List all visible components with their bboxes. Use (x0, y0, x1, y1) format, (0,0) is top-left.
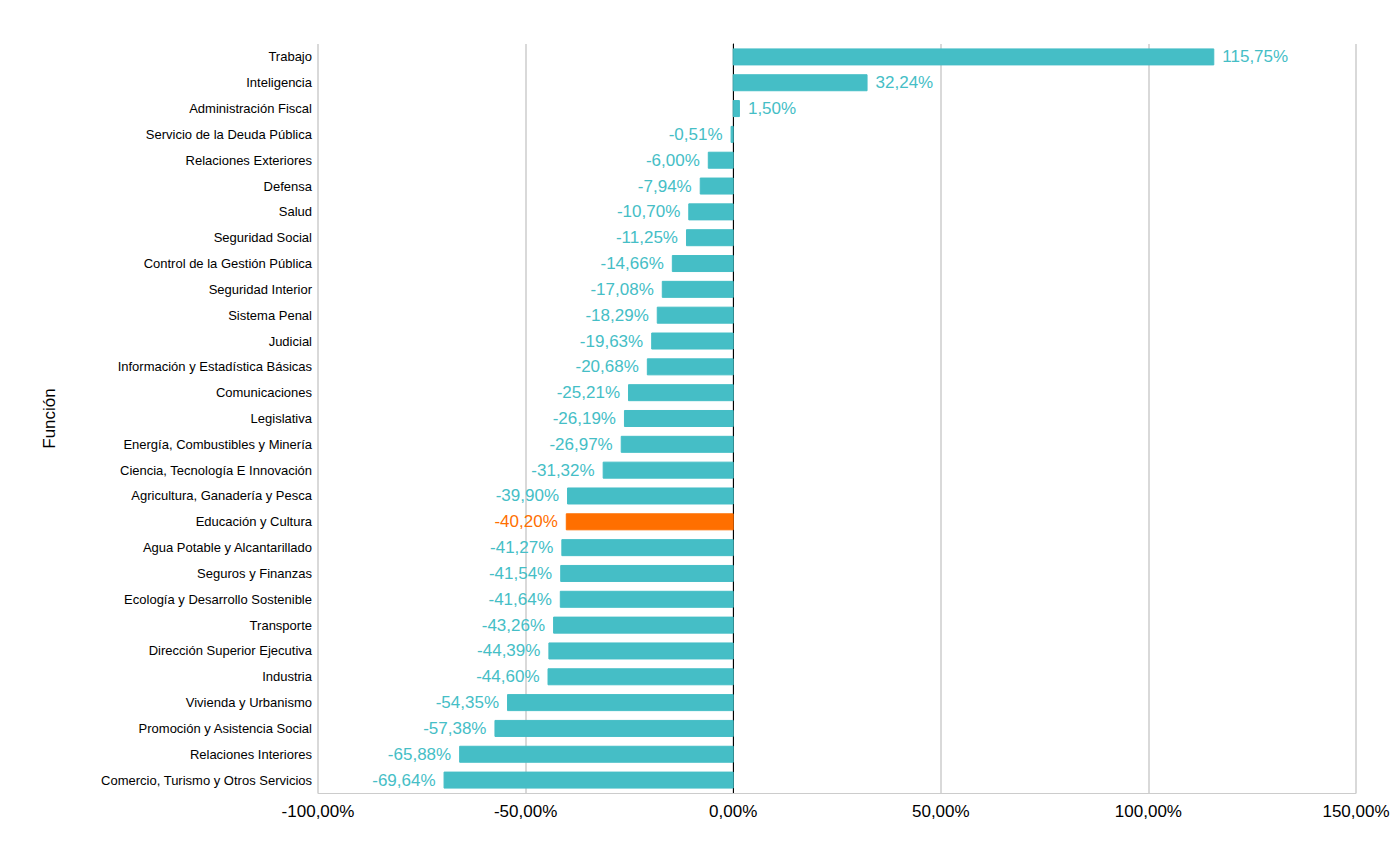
svg-text:-41,64%: -41,64% (488, 590, 551, 609)
svg-text:100,00%: 100,00% (1115, 802, 1182, 821)
svg-text:Educación y Cultura: Educación y Cultura (196, 514, 313, 529)
svg-text:-7,94%: -7,94% (638, 177, 692, 196)
svg-text:-18,29%: -18,29% (585, 306, 648, 325)
svg-text:Judicial: Judicial (269, 334, 312, 349)
svg-text:-26,97%: -26,97% (549, 435, 612, 454)
svg-text:-26,19%: -26,19% (553, 409, 616, 428)
svg-text:Relaciones Exteriores: Relaciones Exteriores (186, 153, 313, 168)
svg-text:Trabajo: Trabajo (268, 49, 312, 64)
svg-text:Seguridad Social: Seguridad Social (214, 230, 312, 245)
svg-text:-41,54%: -41,54% (489, 564, 552, 583)
svg-text:-65,88%: -65,88% (388, 745, 451, 764)
svg-text:-20,68%: -20,68% (576, 357, 639, 376)
svg-text:-14,66%: -14,66% (601, 254, 664, 273)
svg-text:150,00%: 150,00% (1322, 802, 1389, 821)
svg-text:-17,08%: -17,08% (590, 280, 653, 299)
svg-text:Relaciones Interiores: Relaciones Interiores (190, 747, 313, 762)
svg-text:Industria: Industria (262, 669, 313, 684)
svg-text:Energía, Combustibles y Minerí: Energía, Combustibles y Minería (123, 437, 312, 452)
svg-text:-40,20%: -40,20% (494, 512, 557, 531)
svg-text:-6,00%: -6,00% (646, 151, 700, 170)
svg-text:Seguros y Finanzas: Seguros y Finanzas (197, 566, 312, 581)
svg-text:Ecología y Desarrollo Sostenib: Ecología y Desarrollo Sostenible (124, 592, 312, 607)
svg-text:Transporte: Transporte (250, 618, 312, 633)
svg-text:Inteligencia: Inteligencia (246, 75, 313, 90)
svg-text:-31,32%: -31,32% (531, 461, 594, 480)
svg-text:1,50%: 1,50% (748, 99, 796, 118)
svg-text:-57,38%: -57,38% (423, 719, 486, 738)
svg-text:Agricultura, Ganadería y Pesca: Agricultura, Ganadería y Pesca (131, 488, 312, 503)
svg-text:-10,70%: -10,70% (617, 202, 680, 221)
svg-text:Promoción y Asistencia Social: Promoción y Asistencia Social (139, 721, 313, 736)
svg-text:Salud: Salud (279, 204, 312, 219)
svg-text:Servicio de la Deuda Pública: Servicio de la Deuda Pública (146, 127, 313, 142)
svg-text:Control de la Gestión Pública: Control de la Gestión Pública (144, 256, 313, 271)
svg-text:-0,51%: -0,51% (669, 125, 723, 144)
svg-text:Vivienda y Urbanismo: Vivienda y Urbanismo (186, 695, 312, 710)
svg-text:-19,63%: -19,63% (580, 332, 643, 351)
svg-text:-69,64%: -69,64% (372, 771, 435, 790)
svg-text:Función: Función (40, 388, 59, 448)
svg-text:Comunicaciones: Comunicaciones (216, 385, 313, 400)
svg-text:Administración Fiscal: Administración Fiscal (189, 101, 312, 116)
svg-text:32,24%: 32,24% (876, 73, 934, 92)
svg-text:Agua Potable y Alcantarillado: Agua Potable y Alcantarillado (143, 540, 312, 555)
svg-text:-41,27%: -41,27% (490, 538, 553, 557)
svg-text:-54,35%: -54,35% (436, 693, 499, 712)
svg-text:Comercio, Turismo y Otros Serv: Comercio, Turismo y Otros Servicios (101, 773, 312, 788)
svg-text:-43,26%: -43,26% (482, 616, 545, 635)
svg-text:-44,39%: -44,39% (477, 641, 540, 660)
svg-text:-50,00%: -50,00% (494, 802, 557, 821)
svg-text:50,00%: 50,00% (912, 802, 970, 821)
svg-text:Dirección Superior Ejecutiva: Dirección Superior Ejecutiva (149, 643, 313, 658)
svg-text:-25,21%: -25,21% (557, 383, 620, 402)
svg-text:115,75%: 115,75% (1222, 47, 1288, 66)
svg-text:Ciencia, Tecnología E Innovaci: Ciencia, Tecnología E Innovación (120, 463, 312, 478)
svg-text:-100,00%: -100,00% (282, 802, 355, 821)
svg-text:-44,60%: -44,60% (476, 667, 539, 686)
svg-text:Legislativa: Legislativa (251, 411, 313, 426)
svg-text:Seguridad Interior: Seguridad Interior (209, 282, 313, 297)
svg-text:-11,25%: -11,25% (616, 228, 678, 247)
svg-text:-39,90%: -39,90% (496, 486, 559, 505)
svg-text:Defensa: Defensa (264, 179, 313, 194)
svg-text:0,00%: 0,00% (709, 802, 757, 821)
svg-text:Sistema Penal: Sistema Penal (228, 308, 312, 323)
svg-text:Información y Estadística Bási: Información y Estadística Básicas (118, 359, 313, 374)
